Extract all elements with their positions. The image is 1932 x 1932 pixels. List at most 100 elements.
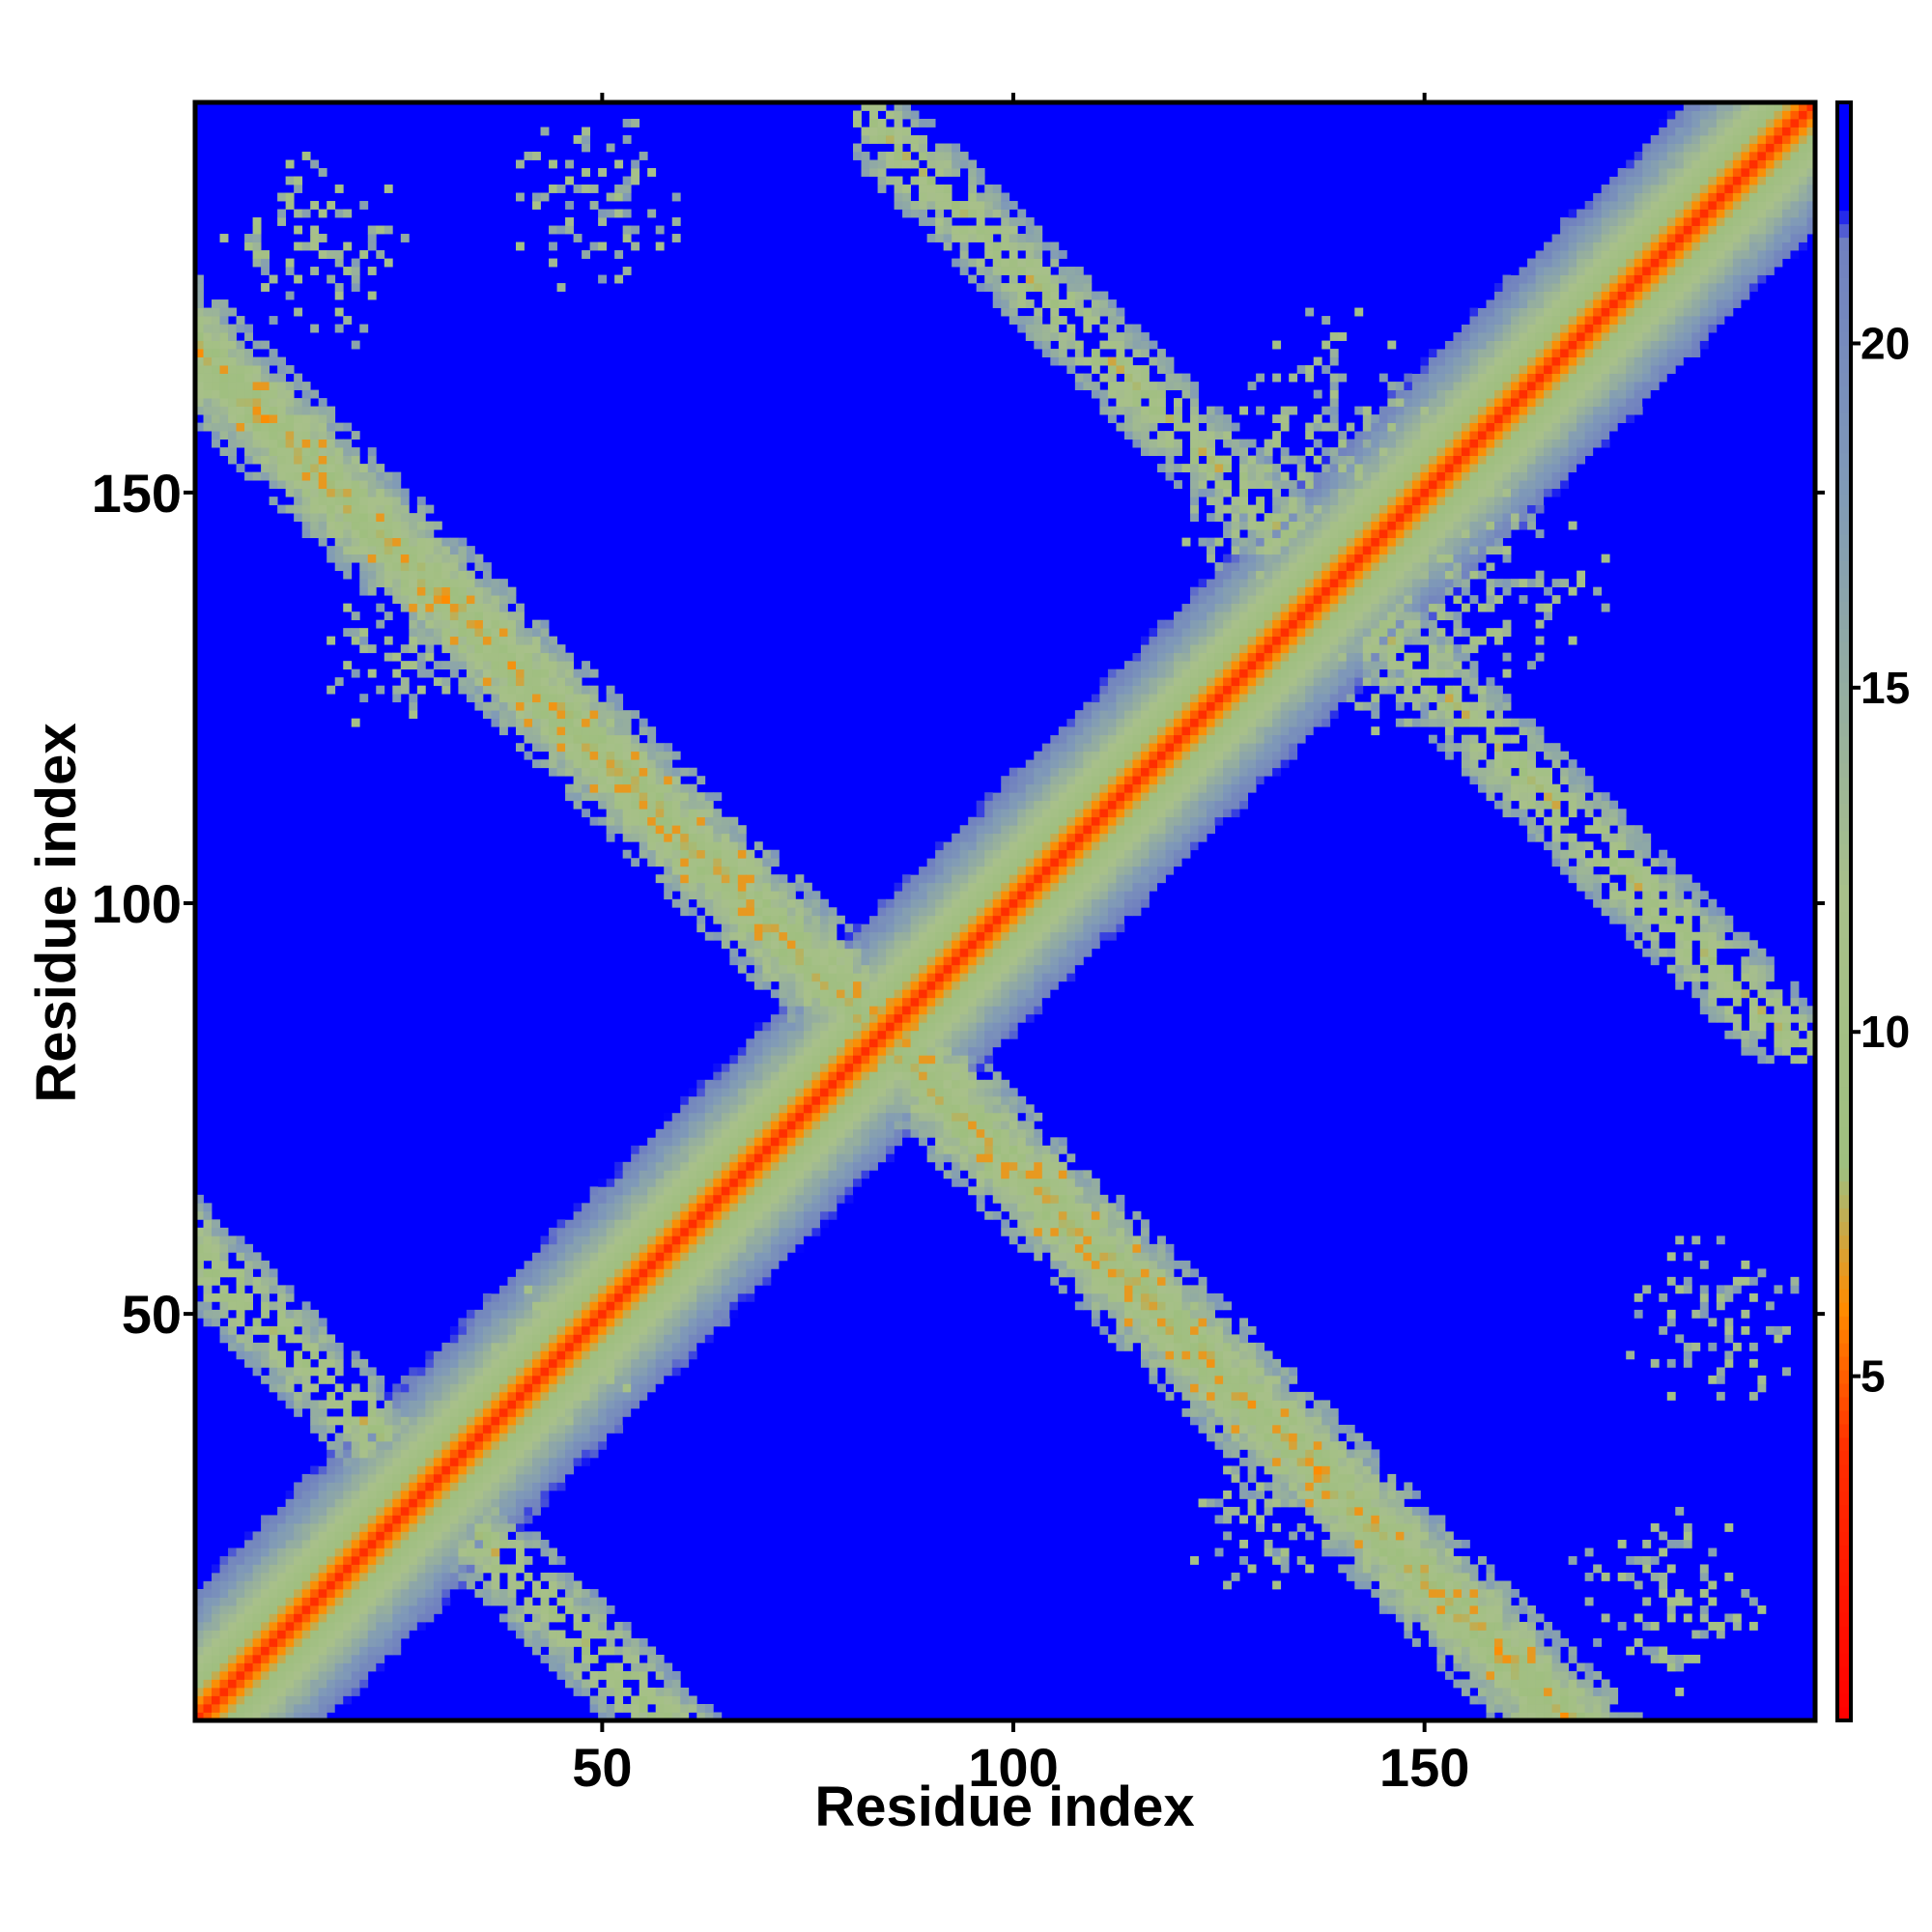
heatmap-cell (935, 1055, 945, 1065)
heatmap-cell (753, 1137, 763, 1147)
heatmap-cell (622, 1243, 632, 1253)
heatmap-cell (269, 1564, 278, 1574)
heatmap-cell (639, 776, 648, 785)
heatmap-cell (343, 1465, 353, 1475)
heatmap-cell (367, 242, 377, 251)
heatmap-cell (515, 1416, 525, 1426)
heatmap-cell (614, 783, 624, 793)
heatmap-cell (926, 185, 936, 193)
heatmap-cell (565, 668, 574, 678)
heatmap-cell (359, 1449, 369, 1459)
heatmap-cell (836, 1128, 845, 1138)
heatmap-cell (515, 1367, 525, 1377)
heatmap-cell (795, 1128, 805, 1138)
heatmap-cell (713, 915, 723, 924)
heatmap-cell (935, 948, 945, 957)
heatmap-cell (631, 816, 640, 826)
heatmap-cell (721, 874, 730, 884)
heatmap-cell (762, 948, 772, 957)
heatmap-cell (573, 1227, 582, 1236)
heatmap-cell (549, 1309, 557, 1319)
heatmap-cell (721, 1095, 730, 1105)
heatmap-cell (359, 471, 369, 481)
heatmap-cell (828, 1121, 838, 1130)
heatmap-cell (721, 1161, 730, 1171)
heatmap-cell (449, 636, 459, 645)
heatmap-cell (910, 931, 920, 941)
heatmap-cell (877, 1006, 887, 1015)
heatmap-cell (836, 980, 845, 990)
heatmap-cell (565, 1334, 574, 1344)
heatmap-cell (935, 898, 945, 908)
heatmap-cell (894, 1128, 903, 1138)
heatmap-cell (549, 1440, 557, 1450)
heatmap-cell (334, 521, 344, 530)
heatmap-cell (721, 833, 730, 842)
heatmap-cell (762, 940, 772, 950)
heatmap-cell (301, 389, 311, 399)
heatmap-cell (943, 980, 952, 990)
heatmap-cell (416, 1515, 426, 1524)
heatmap-cell (334, 537, 344, 547)
heatmap-cell (334, 1342, 344, 1351)
heatmap-cell (425, 1350, 435, 1360)
heatmap-cell (367, 1605, 377, 1614)
heatmap-cell (556, 1236, 566, 1245)
heatmap-cell (228, 332, 237, 341)
heatmap-cell (737, 1227, 747, 1236)
heatmap-cell (498, 628, 508, 638)
heatmap-cell (540, 127, 550, 136)
heatmap-cell (721, 1121, 730, 1130)
heatmap-cell (301, 1564, 311, 1574)
heatmap-cell (861, 135, 870, 144)
heatmap-cell (959, 931, 969, 941)
heatmap-cell (327, 488, 336, 497)
heatmap-cell (195, 332, 204, 341)
heatmap-cell (524, 1531, 533, 1541)
heatmap-cell (334, 1605, 344, 1614)
heatmap-cell (515, 1605, 525, 1614)
heatmap-cell (770, 1079, 780, 1089)
heatmap-cell (310, 1580, 320, 1590)
heatmap-cell (458, 1498, 468, 1508)
heatmap-cell (400, 521, 410, 530)
heatmap-cell (573, 776, 582, 785)
heatmap-cell (919, 1104, 928, 1114)
heatmap-cell (294, 488, 303, 497)
heatmap-cell (425, 1457, 435, 1466)
heatmap-cell (886, 1013, 895, 1023)
heatmap-cell (753, 1071, 763, 1081)
heatmap-cell (261, 422, 270, 432)
heatmap-cell (228, 1564, 237, 1574)
heatmap-cell (746, 1268, 755, 1278)
heatmap-cell (433, 546, 442, 555)
heatmap-cell (935, 1046, 945, 1056)
heatmap-cell (219, 1268, 229, 1278)
heatmap-cell (680, 1121, 690, 1130)
heatmap-cell (565, 1588, 574, 1598)
heatmap-cell (343, 562, 353, 572)
heatmap-cell (959, 1013, 969, 1023)
heatmap-cell (195, 1276, 204, 1286)
heatmap-cell (416, 554, 426, 563)
heatmap-cell (449, 570, 459, 580)
heatmap-cell (704, 1252, 714, 1262)
heatmap-cell (507, 1301, 517, 1311)
heatmap-cell (919, 1079, 928, 1089)
heatmap-cell (507, 668, 517, 678)
heatmap-cell (770, 1227, 780, 1236)
heatmap-cell (688, 866, 697, 875)
heatmap-cell (803, 980, 812, 990)
heatmap-cell (959, 980, 969, 990)
heatmap-cell (236, 1646, 245, 1656)
heatmap-cell (573, 743, 582, 753)
heatmap-cell (935, 891, 945, 900)
heatmap-cell (252, 234, 262, 242)
heatmap-cell (935, 964, 945, 974)
heatmap-cell (565, 767, 574, 777)
heatmap-cell (261, 1515, 270, 1524)
heatmap-cell (877, 940, 887, 950)
heatmap-cell (737, 1301, 747, 1311)
heatmap-cell (671, 1243, 681, 1253)
heatmap-cell (729, 1243, 739, 1253)
